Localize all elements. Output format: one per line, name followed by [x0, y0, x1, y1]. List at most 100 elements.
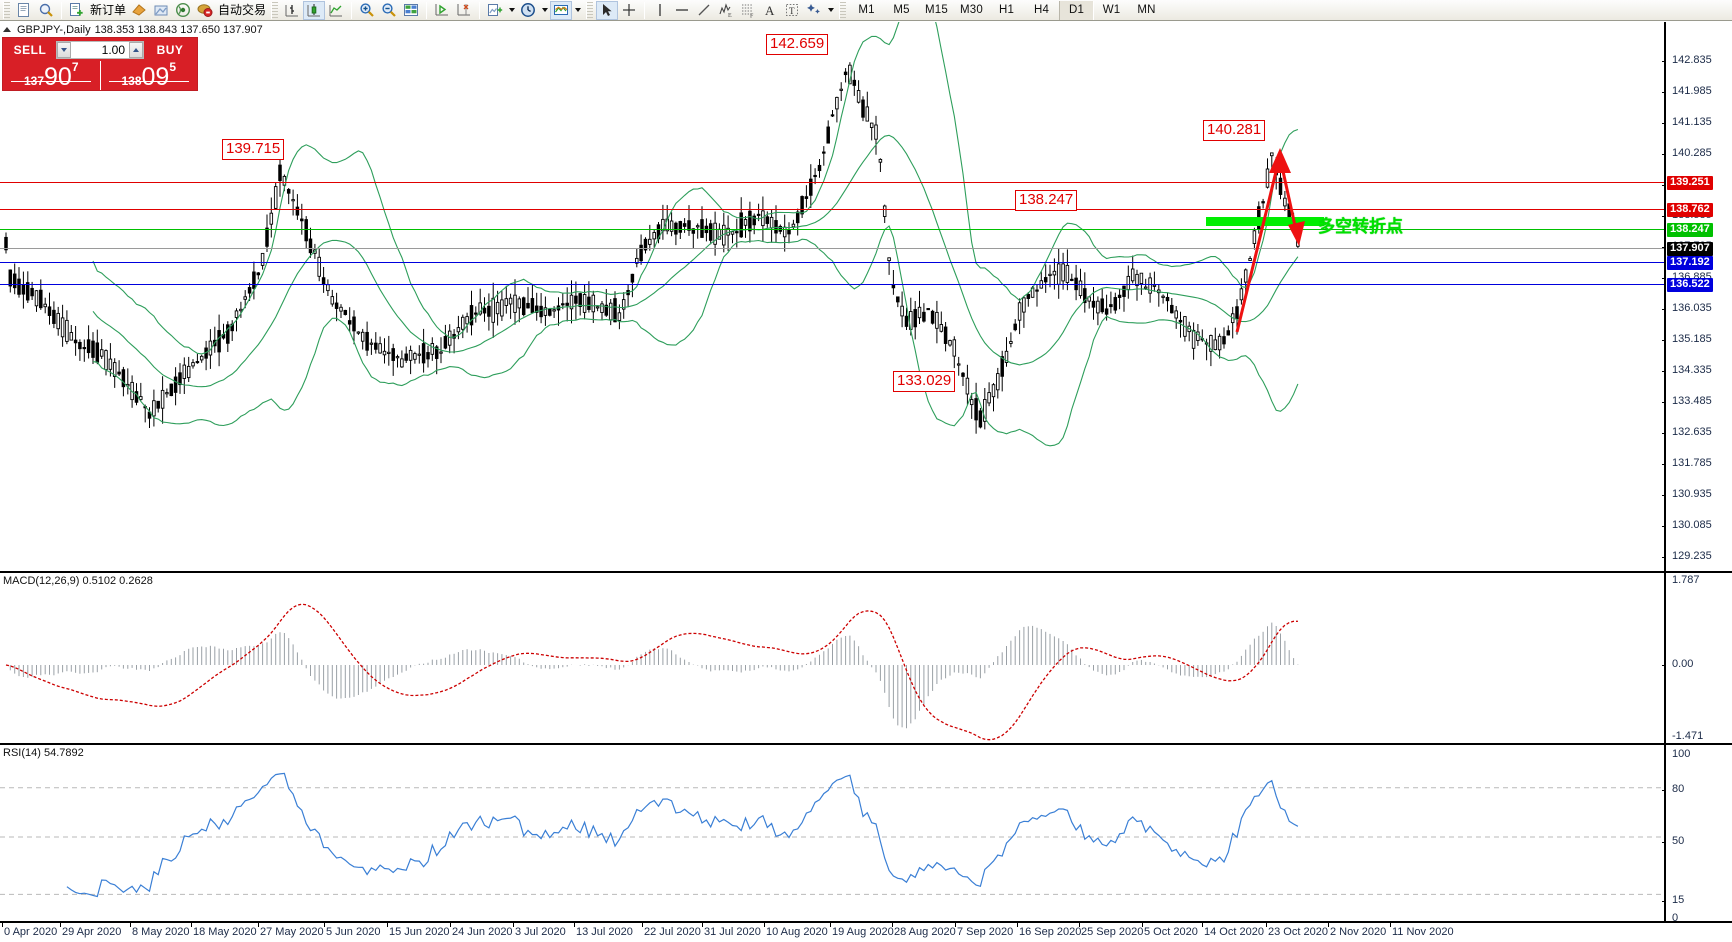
svg-text:E: E [728, 13, 732, 18]
new-order-label[interactable]: 新订单 [90, 2, 127, 17]
svg-text:A: A [765, 3, 775, 18]
one-click-trading-panel: SELL 1.00 BUY 137 90 7 138 09 5 [2, 37, 198, 91]
label-138247[interactable]: 138.247 [1015, 190, 1078, 211]
macd-pane[interactable]: MACD(12,26,9) 0.5102 0.2628 1.787 0.00 -… [0, 571, 1732, 743]
last-price-line-137907[interactable] [0, 248, 1664, 249]
price-tag-138762: 138.762 [1667, 203, 1713, 217]
auto-scroll-icon[interactable] [431, 1, 453, 20]
volume-value[interactable]: 1.00 [101, 43, 125, 57]
objects-dropdown-icon[interactable] [825, 1, 836, 20]
price-tag-136522: 136.522 [1667, 278, 1713, 292]
label-142659[interactable]: 142.659 [766, 34, 829, 55]
rsi-axis[interactable]: 100 80 50 15 0 [1662, 745, 1732, 924]
date-tick [764, 923, 765, 927]
price-tag-137907: 137.907 [1667, 242, 1713, 256]
tf-d1[interactable]: D1 [1059, 0, 1095, 20]
text-label-icon[interactable]: T [781, 1, 803, 20]
autotrading-label[interactable]: 自动交易 [218, 2, 267, 17]
toolbar-separator [61, 1, 62, 19]
new-order-icon[interactable] [66, 1, 88, 20]
price-plot-area[interactable]: 139.715 142.659 138.247 133.029 140.281 … [0, 22, 1664, 571]
price-axis[interactable]: 142.835 141.985 141.135 140.285 139.435 … [1662, 22, 1732, 571]
periods-dropdown-icon[interactable] [539, 1, 550, 20]
label-139715[interactable]: 139.715 [222, 139, 285, 160]
line-chart-icon[interactable] [325, 1, 347, 20]
rsi-label[interactable]: RSI(14) 54.7892 [3, 747, 84, 759]
autotrading-icon[interactable] [194, 1, 216, 20]
templates-dropdown-icon[interactable] [572, 1, 583, 20]
tf-mn[interactable]: MN [1137, 3, 1156, 16]
resistance-line-138762[interactable] [0, 209, 1664, 210]
volume-decrement-button[interactable] [57, 42, 71, 58]
volume-increment-button[interactable] [129, 42, 143, 58]
fibonacci-icon[interactable]: F [737, 1, 759, 20]
buy-price-main: 09 [141, 63, 170, 91]
support-line-136522[interactable] [0, 284, 1664, 285]
macd-label[interactable]: MACD(12,26,9) 0.5102 0.2628 [3, 575, 153, 587]
objects-icon[interactable] [803, 1, 825, 20]
sell-price-fraction: 7 [71, 60, 79, 74]
toolbar-grip-3[interactable] [586, 1, 594, 19]
toolbar-grip[interactable] [3, 1, 10, 19]
new-chart-icon[interactable] [13, 1, 35, 20]
trendline-icon[interactable] [693, 1, 715, 20]
resistance-line-139251[interactable] [0, 182, 1664, 183]
navigator-icon[interactable] [150, 1, 172, 20]
label-140281[interactable]: 140.281 [1203, 120, 1266, 141]
templates-icon[interactable] [550, 0, 573, 20]
tf-m5[interactable]: M5 [893, 3, 910, 16]
text-icon[interactable]: A [759, 1, 781, 20]
macd-plot-area[interactable] [0, 573, 1664, 743]
tf-h4[interactable]: H4 [1033, 3, 1050, 16]
label-133029[interactable]: 133.029 [893, 371, 956, 392]
macd-axis[interactable]: 1.787 0.00 -1.471 [1662, 573, 1732, 743]
rsi-plot-area[interactable] [0, 745, 1664, 921]
price-tag-138247: 138.247 [1667, 223, 1713, 237]
cursor-icon[interactable] [596, 0, 619, 20]
indicators-dropdown-icon[interactable] [506, 1, 517, 20]
profiles-icon[interactable] [35, 1, 57, 20]
toolbar-grip-4[interactable] [839, 1, 847, 19]
date-tick [955, 923, 956, 927]
date-tick [1079, 923, 1080, 927]
tf-m1[interactable]: M1 [858, 3, 875, 16]
chart-symbol-header: GBPJPY-,Daily 138.353 138.843 137.650 13… [0, 23, 263, 36]
signals-icon[interactable] [172, 1, 194, 20]
indicators-icon[interactable] [484, 1, 506, 20]
crosshair-icon[interactable] [618, 1, 640, 20]
date-tick [1328, 923, 1329, 927]
date-axis[interactable]: 0 Apr 2020 29 Apr 2020 8 May 2020 18 May 20… [0, 921, 1732, 942]
zoom-out-icon[interactable] [378, 1, 400, 20]
toolbar-grip-2[interactable] [271, 1, 279, 19]
sell-button[interactable]: SELL [13, 43, 47, 57]
buy-price[interactable]: 138 09 5 [101, 60, 198, 90]
hline-icon[interactable] [671, 1, 693, 20]
candlestick-chart-icon[interactable] [303, 0, 326, 20]
collapse-triangle-icon[interactable] [3, 27, 11, 32]
date-label: 24 Jun 2020 [452, 926, 513, 938]
pivot-line-138247[interactable] [0, 229, 1664, 230]
tf-m30[interactable]: M30 [960, 3, 984, 16]
periods-icon[interactable] [517, 1, 539, 20]
elliott-wave-icon[interactable]: E [715, 1, 737, 20]
price-chart-pane[interactable]: 139.715 142.659 138.247 133.029 140.281 … [0, 22, 1732, 571]
tf-h1[interactable]: H1 [998, 3, 1015, 16]
sell-price[interactable]: 137 90 7 [3, 60, 100, 90]
date-label: 5 Jun 2020 [326, 926, 381, 938]
tile-windows-icon[interactable] [400, 1, 422, 20]
tf-m15[interactable]: M15 [925, 3, 949, 16]
volume-stepper[interactable]: 1.00 [56, 41, 144, 59]
chinese-annotation[interactable]: 多空转折点 [1318, 217, 1403, 236]
vline-icon[interactable] [649, 1, 671, 20]
tf-w1[interactable]: W1 [1102, 3, 1121, 16]
date-label: 29 Apr 2020 [62, 926, 122, 938]
zoom-in-icon[interactable] [356, 1, 378, 20]
chart-shift-icon[interactable] [453, 1, 475, 20]
metaeditor-icon[interactable] [128, 1, 150, 20]
rsi-pane[interactable]: RSI(14) 54.7892 100 80 50 15 0 [0, 743, 1732, 924]
support-line-137192[interactable] [0, 262, 1664, 263]
buy-button[interactable]: BUY [156, 43, 184, 57]
date-tick [258, 923, 259, 927]
bar-chart-icon[interactable] [281, 1, 303, 20]
date-tick [1017, 923, 1018, 927]
